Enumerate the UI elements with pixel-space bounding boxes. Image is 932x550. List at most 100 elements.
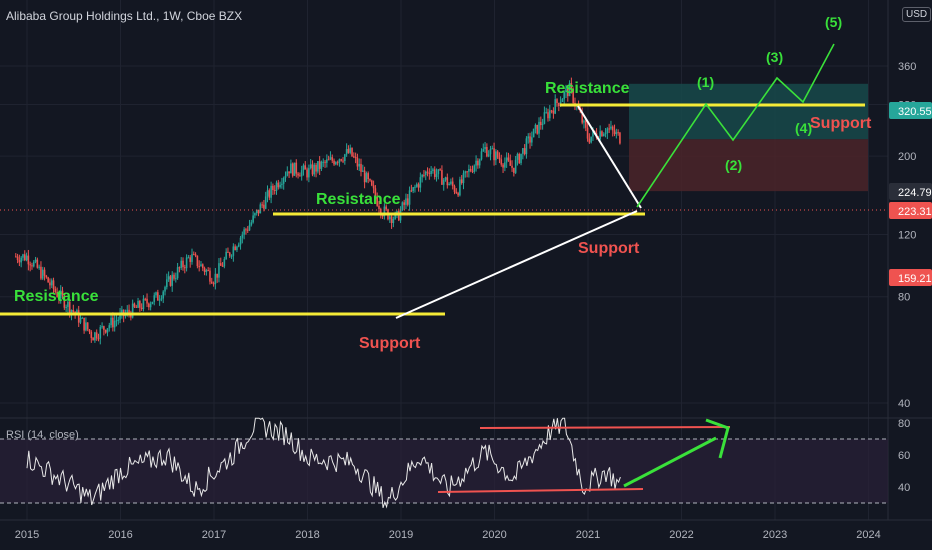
candle-body bbox=[435, 174, 438, 177]
candle-body bbox=[300, 170, 303, 177]
candle-body bbox=[423, 174, 425, 176]
candle-body bbox=[608, 128, 610, 130]
candle-body bbox=[255, 209, 258, 214]
candle-body bbox=[329, 157, 332, 160]
price-tick-label: 40 bbox=[898, 398, 910, 410]
candle-body bbox=[36, 259, 39, 268]
candle-body bbox=[160, 298, 163, 300]
candle-body bbox=[135, 306, 138, 308]
candle-body bbox=[520, 153, 522, 164]
candle-body bbox=[241, 234, 244, 238]
rsi-arrow-shaft bbox=[623, 436, 717, 488]
candle-body bbox=[570, 83, 573, 89]
candle-body bbox=[415, 184, 418, 187]
candle-body bbox=[421, 174, 423, 178]
candle-body bbox=[406, 198, 409, 205]
candle-body bbox=[284, 175, 287, 178]
candle-body bbox=[444, 177, 447, 180]
candle-body bbox=[335, 162, 337, 165]
candle-body bbox=[457, 193, 459, 196]
candle-body bbox=[500, 159, 503, 165]
candle-body bbox=[414, 186, 416, 188]
support-trendline bbox=[395, 210, 638, 319]
candle-body bbox=[532, 128, 535, 138]
candle-body bbox=[207, 270, 209, 272]
candle-body bbox=[216, 273, 218, 278]
annotation-label: (2) bbox=[725, 157, 742, 173]
candle-body bbox=[541, 123, 544, 126]
candle-body bbox=[504, 162, 506, 168]
candle-body bbox=[203, 268, 206, 272]
candle-body bbox=[566, 88, 569, 97]
projection-path bbox=[636, 43, 835, 208]
candle-body bbox=[543, 112, 546, 124]
candle-body bbox=[496, 151, 499, 158]
candle-body bbox=[486, 146, 488, 157]
candle-body bbox=[554, 99, 557, 114]
candle-body bbox=[178, 267, 181, 269]
candle-body bbox=[218, 263, 220, 278]
candle-body bbox=[47, 277, 49, 283]
price-tag bbox=[889, 269, 932, 286]
candle-body bbox=[460, 179, 463, 184]
candle-body bbox=[468, 168, 470, 172]
candle-body bbox=[340, 159, 343, 161]
price-tag-label: 320.55 bbox=[898, 106, 932, 118]
candle-body bbox=[592, 130, 594, 137]
candle-body bbox=[264, 196, 267, 209]
candle-body bbox=[493, 148, 495, 161]
candle-body bbox=[182, 260, 184, 268]
candle-body bbox=[246, 229, 249, 231]
price-tag bbox=[889, 102, 932, 119]
candle-body bbox=[95, 332, 98, 339]
candle-body bbox=[426, 171, 429, 174]
candle-body bbox=[155, 292, 157, 296]
candle-body bbox=[462, 173, 465, 184]
candle-body bbox=[581, 112, 583, 123]
candle-body bbox=[223, 259, 226, 267]
candle-body bbox=[365, 173, 368, 183]
candle-body bbox=[360, 163, 362, 172]
price-tick-label: 360 bbox=[898, 61, 916, 73]
candle-body bbox=[568, 83, 571, 97]
candle-body bbox=[52, 280, 55, 290]
candle-body bbox=[450, 181, 452, 184]
candle-body bbox=[225, 251, 227, 260]
candle-body bbox=[151, 301, 154, 304]
candle-body bbox=[214, 273, 217, 284]
candle-body bbox=[133, 303, 136, 307]
candle-body bbox=[90, 331, 93, 338]
candle-body bbox=[320, 161, 323, 169]
candle-body bbox=[383, 206, 386, 217]
candle-body bbox=[293, 162, 296, 176]
currency-badge[interactable]: USD bbox=[902, 7, 932, 22]
candle-body bbox=[311, 164, 314, 175]
candle-body bbox=[41, 269, 44, 279]
candle-body bbox=[370, 180, 373, 186]
candle-body bbox=[126, 309, 129, 314]
time-tick-label: 2019 bbox=[389, 529, 413, 541]
candle-body bbox=[469, 168, 472, 171]
candle-body bbox=[176, 267, 179, 279]
candle-body bbox=[428, 173, 431, 175]
candle-body bbox=[336, 162, 339, 164]
candle-body bbox=[104, 329, 107, 333]
candle-body bbox=[590, 136, 592, 143]
candle-body bbox=[563, 91, 565, 100]
annotation-label: Resistance bbox=[14, 288, 99, 305]
candle-body bbox=[14, 256, 17, 258]
candle-body bbox=[547, 112, 549, 119]
candle-body bbox=[273, 190, 276, 192]
candle-body bbox=[113, 320, 116, 328]
candle-body bbox=[261, 204, 263, 206]
time-tick-label: 2022 bbox=[669, 529, 693, 541]
candle-body bbox=[342, 160, 344, 162]
time-tick-label: 2023 bbox=[763, 529, 787, 541]
candle-body bbox=[304, 165, 307, 170]
candle-body bbox=[437, 169, 440, 175]
resistance-trendline bbox=[577, 105, 642, 209]
candle-body bbox=[433, 169, 436, 177]
candle-body bbox=[482, 149, 485, 152]
candle-body bbox=[561, 99, 564, 103]
